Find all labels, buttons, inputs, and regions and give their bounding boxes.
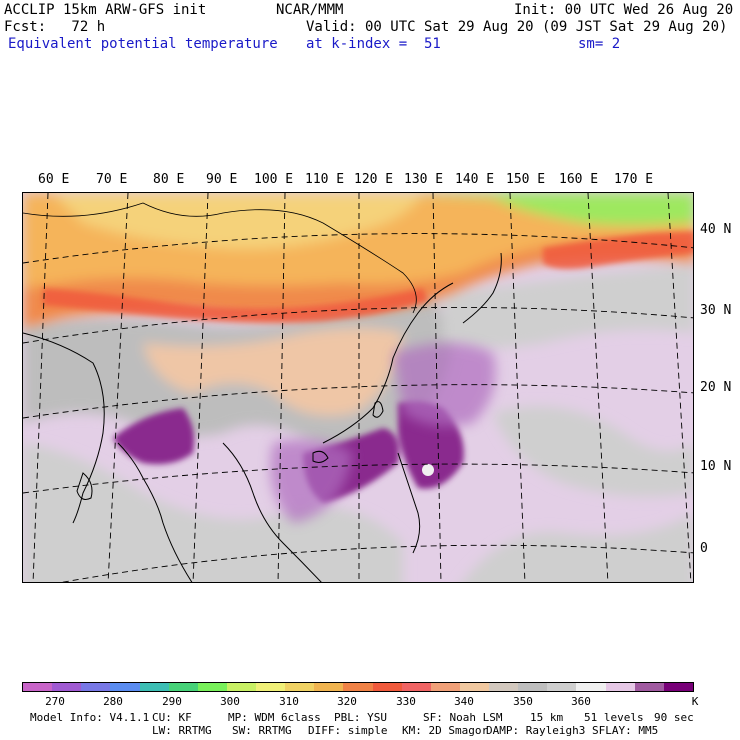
pbl-scheme: PBL: YSU <box>334 711 387 724</box>
colorbar-swatch <box>547 683 577 691</box>
sflay-option: SFLAY: MM5 <box>592 724 659 737</box>
colorbar-swatch <box>110 683 140 691</box>
km-option: KM: 2D Smagor <box>402 724 489 737</box>
colorbar-tick: 270 <box>45 695 65 708</box>
sf-scheme: SF: Noah LSM <box>423 711 503 724</box>
colorbar-swatch <box>285 683 315 691</box>
lat-line-10 <box>23 463 693 494</box>
colorbar-swatch <box>605 683 635 691</box>
damp-option: DAMP: Rayleigh3 <box>486 724 586 737</box>
theta-e-map <box>22 192 694 583</box>
colorbar-swatch <box>256 683 286 691</box>
colorbar-tick: 320 <box>337 695 357 708</box>
lon-label: 100 E <box>254 172 294 187</box>
colorbar-tick: 360 <box>571 695 591 708</box>
lat-line-20 <box>23 384 693 419</box>
colorbar-swatch <box>430 683 460 691</box>
colorbar-swatch <box>343 683 373 691</box>
colorbar-swatch <box>518 683 548 691</box>
mp-scheme: MP: WDM 6class <box>228 711 321 724</box>
lon-label: 140 E <box>455 172 495 187</box>
india-coast <box>23 332 105 524</box>
valid-time: Valid: 00 UTC Sat 29 Aug 20 (09 JST Sat … <box>306 19 728 35</box>
lat-label: 20 N <box>700 380 732 395</box>
colorbar-swatch <box>139 683 169 691</box>
colorbar-swatch <box>168 683 198 691</box>
colorbar-swatch <box>372 683 402 691</box>
colorbar-swatch <box>197 683 227 691</box>
taiwan <box>372 401 384 418</box>
field-name: Equivalent potential temperature <box>8 36 278 52</box>
typhoon-eye <box>422 464 434 476</box>
colorbar-swatch <box>314 683 344 691</box>
colorbar-tick: 290 <box>162 695 182 708</box>
philippines-coast <box>397 452 421 554</box>
hainan <box>312 450 329 463</box>
lon-label: 90 E <box>206 172 238 187</box>
china-coast <box>322 282 454 444</box>
colorbar <box>22 682 694 692</box>
colorbar-tick: 310 <box>279 695 299 708</box>
lat-line-0 <box>61 544 693 582</box>
colorbar-swatch <box>576 683 606 691</box>
colorbar-swatch <box>489 683 519 691</box>
colorbar-swatch <box>226 683 256 691</box>
lon-label: 170 E <box>614 172 654 187</box>
model-info: Model Info: V4.1.1 <box>30 711 150 724</box>
lon-label: 110 E <box>305 172 345 187</box>
colorbar-swatch <box>81 683 111 691</box>
lat-label: 10 N <box>700 459 732 474</box>
colorbar-tick: 340 <box>454 695 474 708</box>
lon-label: 70 E <box>96 172 128 187</box>
lon-label: 120 E <box>354 172 394 187</box>
colorbar-tick: 350 <box>513 695 533 708</box>
sri-lanka <box>76 472 93 500</box>
diff-option: DIFF: simple <box>308 724 388 737</box>
colorbar-swatch <box>634 683 664 691</box>
lon-label: 150 E <box>506 172 546 187</box>
lat-label: 40 N <box>700 222 732 237</box>
bay-of-bengal-coast <box>117 442 193 582</box>
lat-label: 0 <box>700 541 708 556</box>
sw-scheme: SW: RRTMG <box>232 724 292 737</box>
colorbar-swatch <box>401 683 431 691</box>
cu-scheme: CU: KF <box>152 711 192 724</box>
init-time: Init: 00 UTC Wed 26 Aug 20 <box>514 2 734 18</box>
level-info: at k-index = 51 <box>306 36 441 52</box>
colorbar-swatch <box>663 683 693 691</box>
colorbar-tick: 300 <box>220 695 240 708</box>
inland-border <box>23 202 417 314</box>
vertical-levels: 51 levels <box>584 711 644 724</box>
center-name: NCAR/MMM <box>276 2 344 18</box>
lon-label: 160 E <box>559 172 599 187</box>
colorbar-unit: K <box>691 695 699 708</box>
resolution: 15 km <box>530 711 564 724</box>
lon-label: 80 E <box>153 172 185 187</box>
lat-line-40 <box>23 233 693 264</box>
lat-label: 30 N <box>700 303 732 318</box>
colorbar-tick: 280 <box>103 695 123 708</box>
lon-label: 60 E <box>38 172 70 187</box>
map-canvas <box>23 193 693 582</box>
forecast-hour: Fcst: 72 h <box>4 19 106 35</box>
korea-japan-coast <box>462 252 502 324</box>
lw-scheme: LW: RRTMG <box>152 724 212 737</box>
smoothing-info: sm= 2 <box>578 36 621 52</box>
colorbar-swatch <box>52 683 82 691</box>
colorbar-tick: 330 <box>396 695 416 708</box>
malay-coast <box>222 442 322 582</box>
time-step: 90 sec <box>654 711 694 724</box>
lon-label: 130 E <box>404 172 444 187</box>
model-title: ACCLIP 15km ARW-GFS init <box>4 2 207 18</box>
colorbar-swatch <box>23 683 53 691</box>
colorbar-swatch <box>459 683 489 691</box>
